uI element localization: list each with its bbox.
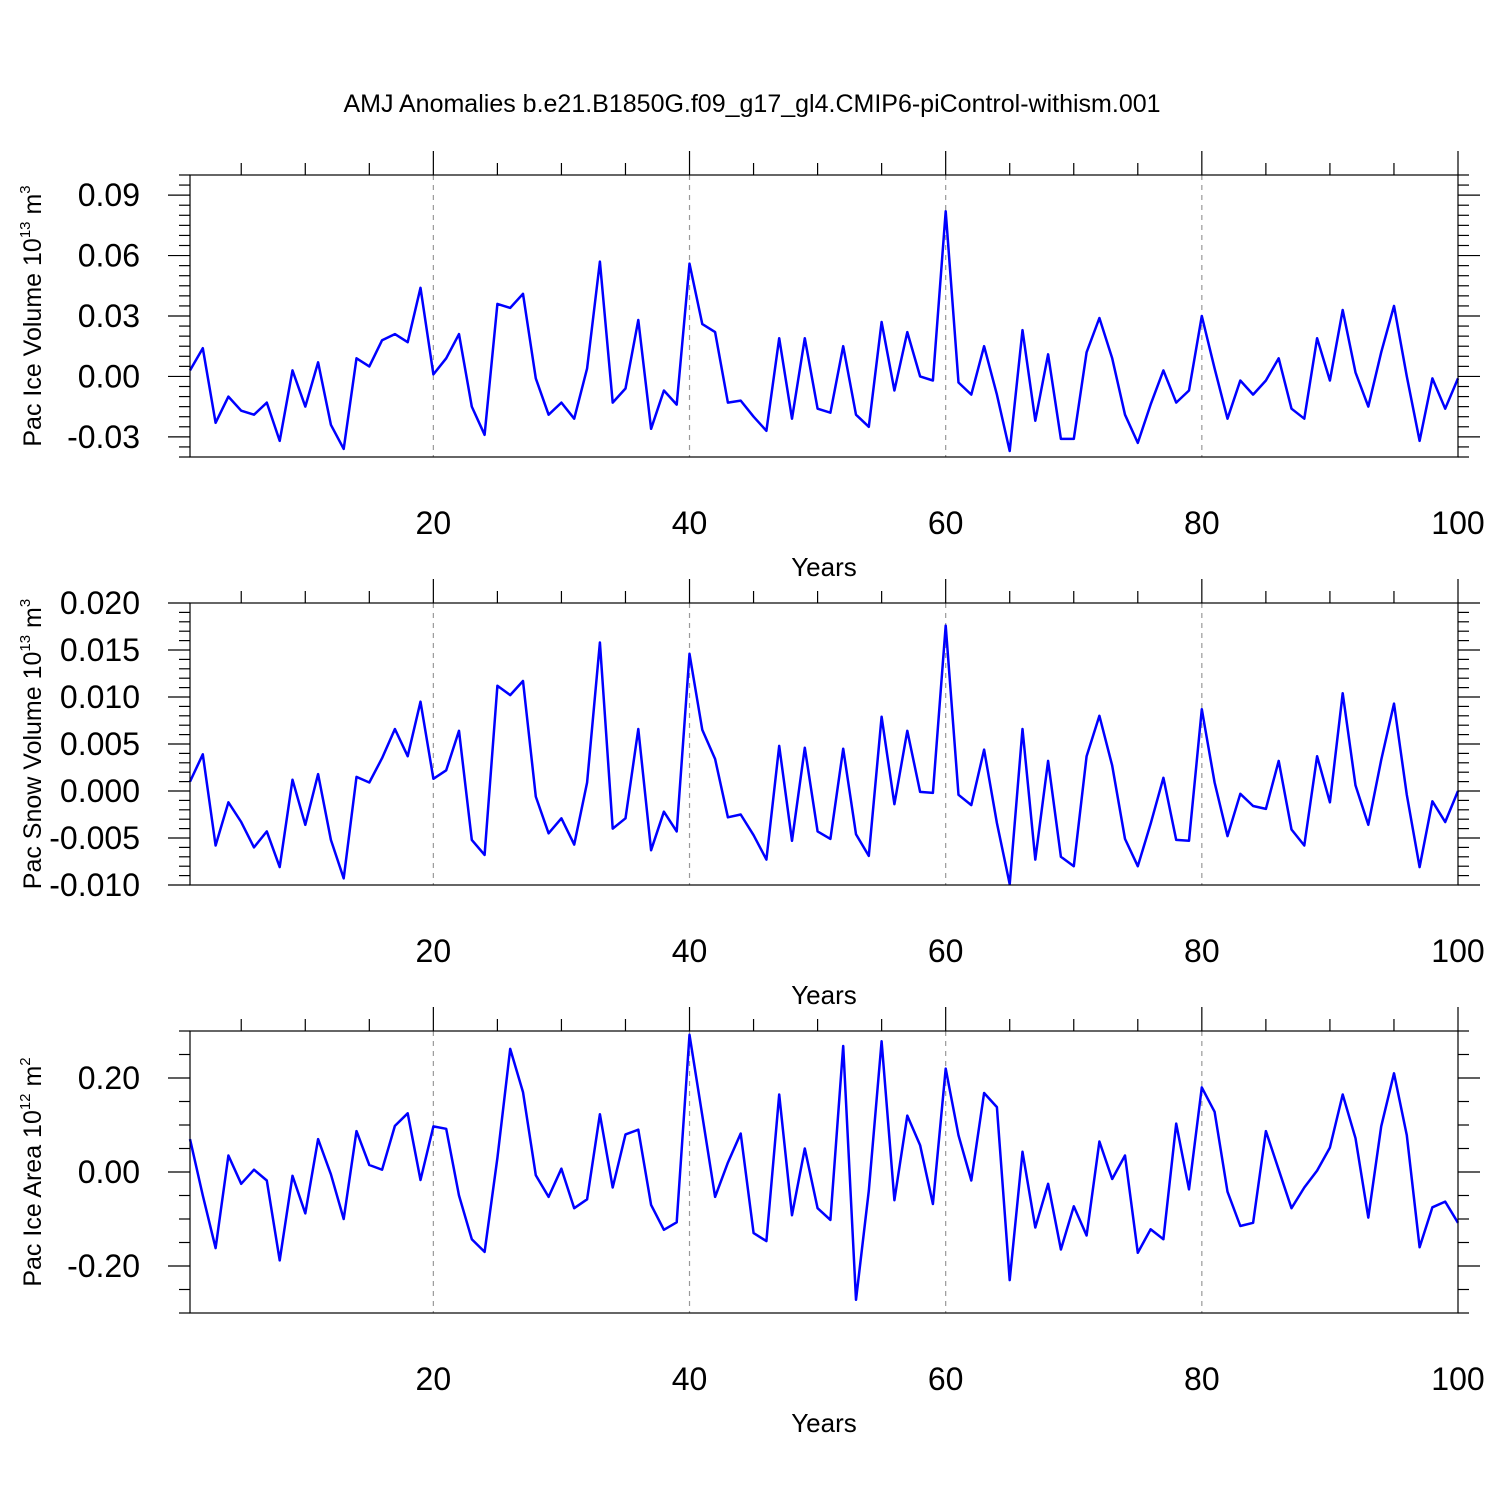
panel-ice-volume-ylabel: Pac Ice Volume 1013 m3 xyxy=(17,185,47,446)
panel-snow-volume-ytick-label: 0.020 xyxy=(60,585,140,621)
panel-ice-area-grid xyxy=(432,1031,1203,1313)
figure-title: AMJ Anomalies b.e21.B1850G.f09_g17_gl4.C… xyxy=(343,90,1160,118)
panel-ice-area-ylabel-text: Pac Ice Area 10 xyxy=(19,1110,47,1287)
panel-snow-volume-ylabel-exp: 13 xyxy=(17,635,34,652)
panel-ice-volume-ylabel-unit: m xyxy=(19,194,47,222)
panel-snow-volume-xtick-label: 80 xyxy=(1184,933,1220,969)
panel-ice-volume-xlabel: Years xyxy=(791,552,857,582)
panel-ice-area-xlabel: Years xyxy=(791,1408,857,1438)
panel-snow-volume-ylabel-unit: m xyxy=(19,607,47,635)
panel-snow-volume-xtick-label: 40 xyxy=(672,933,708,969)
panel-ice-area-xtick-label: 20 xyxy=(416,1361,452,1397)
panel-snow-volume-xtick-label: 60 xyxy=(928,933,964,969)
panel-ice-volume-xtick-label: 80 xyxy=(1184,505,1220,541)
panel-ice-volume-line xyxy=(188,210,1460,453)
panel-ice-volume-ytick-label: -0.03 xyxy=(67,419,140,455)
panel-ice-volume-xtick-label: 100 xyxy=(1431,505,1484,541)
panel-snow-volume-ylabel: Pac Snow Volume 1013 m3 xyxy=(17,599,47,889)
panel-ice-volume-ytick-label: 0.00 xyxy=(78,358,140,394)
panel-ice-area-ticks xyxy=(168,1007,1480,1314)
panel-ice-volume-ylabel-unit-exp: 3 xyxy=(17,185,34,193)
panel-snow-volume-ytick-labels: -0.010 -0.005 0.000 0.005 0.010 0.015 0.020 xyxy=(49,585,140,903)
panel-ice-area-ylabel: Pac Ice Area 1012 m2 xyxy=(17,1057,47,1286)
panel-ice-volume-ylabel-exp: 13 xyxy=(17,221,34,238)
panel-ice-volume: -0.030.000.030.060.09 20 40 60 80 100 Years … xyxy=(17,151,1485,582)
panel-ice-area: -0.20 0.00 0.20 20 40 60 80 100 Years Pac Ice … xyxy=(17,1007,1485,1438)
panel-snow-volume-ytick-label: 0.000 xyxy=(60,773,140,809)
panel-ice-volume-ytick-label: 0.09 xyxy=(78,177,140,213)
panel-snow-volume-ytick-label: 0.010 xyxy=(60,679,140,715)
panel-ice-area-ytick-label: -0.20 xyxy=(67,1248,140,1284)
panel-ice-area-ylabel-unit: m xyxy=(19,1066,47,1094)
panel-snow-volume: -0.010 -0.005 0.000 0.005 0.010 0.015 0.020 20… xyxy=(17,579,1485,1010)
panel-snow-volume-frame xyxy=(189,602,1459,886)
panel-ice-area-xtick-label: 80 xyxy=(1184,1361,1220,1397)
panel-snow-volume-ytick-label: 0.015 xyxy=(60,632,140,668)
panel-ice-volume-xtick-label: 60 xyxy=(928,505,964,541)
panel-ice-area-ylabel-exp: 12 xyxy=(17,1093,34,1110)
panel-snow-volume-grid xyxy=(432,603,1203,885)
panel-snow-volume-xlabel: Years xyxy=(791,980,857,1010)
panel-ice-area-line xyxy=(188,1033,1460,1302)
panel-ice-volume-ytick-labels: -0.03 0.00 0.03 0.06 0.09 xyxy=(67,177,140,455)
panel-ice-volume-ytick-label: 0.03 xyxy=(78,298,140,334)
panel-ice-volume-ticks xyxy=(168,151,1480,458)
panel-ice-volume-ytick-label: 0.06 xyxy=(78,238,140,274)
panel-snow-volume-xtick-labels: 20 40 60 80 100 xyxy=(416,933,1485,969)
panel-snow-volume-ytick-label: -0.005 xyxy=(49,820,140,856)
panel-ice-volume-xtick-label: 40 xyxy=(672,505,708,541)
panel-ice-area-frame xyxy=(189,1030,1459,1314)
panel-snow-volume-ticks xyxy=(168,579,1480,886)
panel-snow-volume-xtick-label: 20 xyxy=(416,933,452,969)
panel-ice-volume-xtick-label: 20 xyxy=(416,505,452,541)
panel-snow-volume-ylabel-unit-exp: 3 xyxy=(17,599,34,607)
panel-ice-area-xtick-label: 40 xyxy=(672,1361,708,1397)
panel-ice-volume-frame xyxy=(189,174,1459,458)
panel-snow-volume-ytick-label: -0.010 xyxy=(49,867,140,903)
panel-ice-volume-ylabel-text: Pac Ice Volume 10 xyxy=(19,238,47,446)
panel-ice-area-ytick-labels: -0.20 0.00 0.20 xyxy=(67,1060,140,1284)
panel-ice-area-ytick-label: 0.00 xyxy=(78,1154,140,1190)
panel-snow-volume-ylabel-text: Pac Snow Volume 10 xyxy=(19,652,47,890)
panel-snow-volume-ytick-label: 0.005 xyxy=(60,726,140,762)
panel-ice-area-ytick-label: 0.20 xyxy=(78,1060,140,1096)
panel-snow-volume-xtick-label: 100 xyxy=(1431,933,1484,969)
panel-ice-area-xtick-labels: 20 40 60 80 100 xyxy=(416,1361,1485,1397)
panel-ice-area-xtick-label: 60 xyxy=(928,1361,964,1397)
panel-ice-area-ylabel-unit-exp: 2 xyxy=(17,1057,34,1065)
panel-snow-volume-line xyxy=(188,624,1460,886)
panel-ice-volume-xtick-labels: 20 40 60 80 100 xyxy=(416,505,1485,541)
panel-ice-area-xtick-label: 100 xyxy=(1431,1361,1484,1397)
